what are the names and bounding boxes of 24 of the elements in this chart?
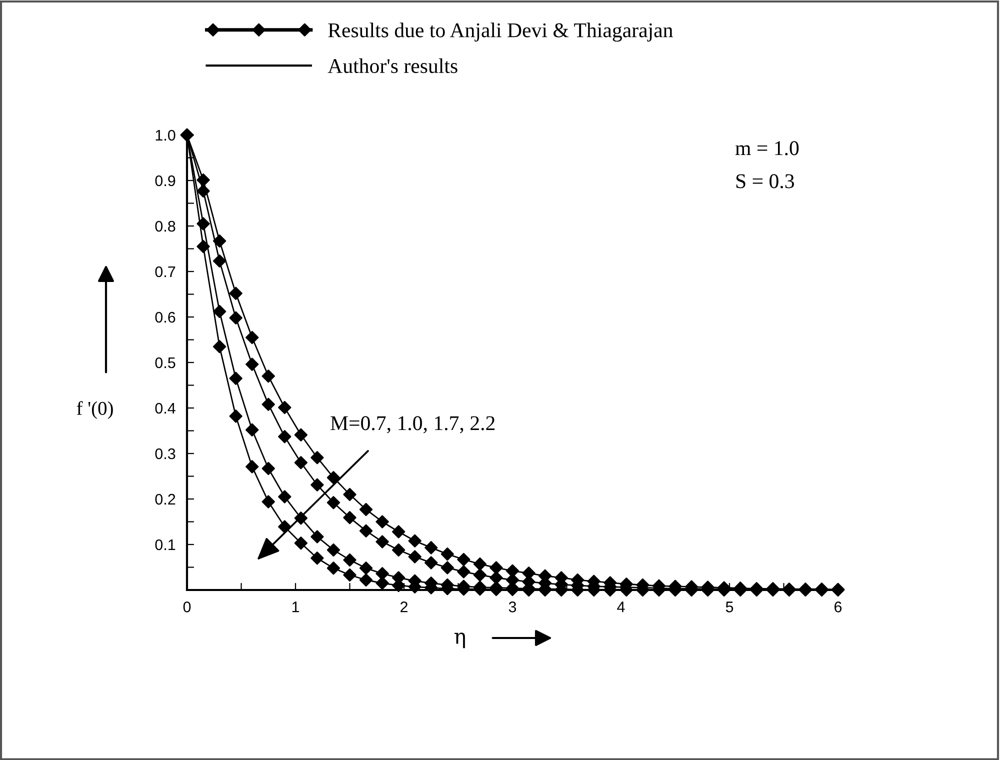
y-tick-label: 1.0 [156,130,176,141]
y-tick-label: 0.9 [155,175,176,186]
legend-label: Results due to Anjali Devi & Thiagarajan [328,22,673,42]
annotation: S = 0.3 [736,174,794,188]
annotation: m = 1.0 [735,141,799,156]
x-tick-label: 2 [400,602,408,612]
x-tick-label: 1 [292,602,300,612]
x-tick-label: 5 [726,602,734,612]
y-tick-label: 0.6 [155,312,176,323]
y-tick-label: 0.4 [155,402,176,414]
x-tick-label: 0 [183,602,191,612]
annotation: M=0.7, 1.0, 1.7, 2.2 [330,416,495,434]
x-axis-title: η [454,632,465,648]
x-tick-label: 6 [834,602,842,612]
x-tick-label: 4 [617,602,625,612]
x-tick-label: 3 [508,602,516,612]
y-tick-label: 0.5 [155,357,176,368]
legend-label: Author's results [328,58,458,74]
y-tick-label: 0.7 [155,266,176,278]
y-tick-label: 0.8 [155,220,176,232]
y-tick-label: 0.1 [155,539,176,550]
y-axis-title: f '(0) [76,401,113,419]
y-tick-label: 0.2 [155,494,176,505]
y-tick-label: 0.3 [155,448,176,460]
